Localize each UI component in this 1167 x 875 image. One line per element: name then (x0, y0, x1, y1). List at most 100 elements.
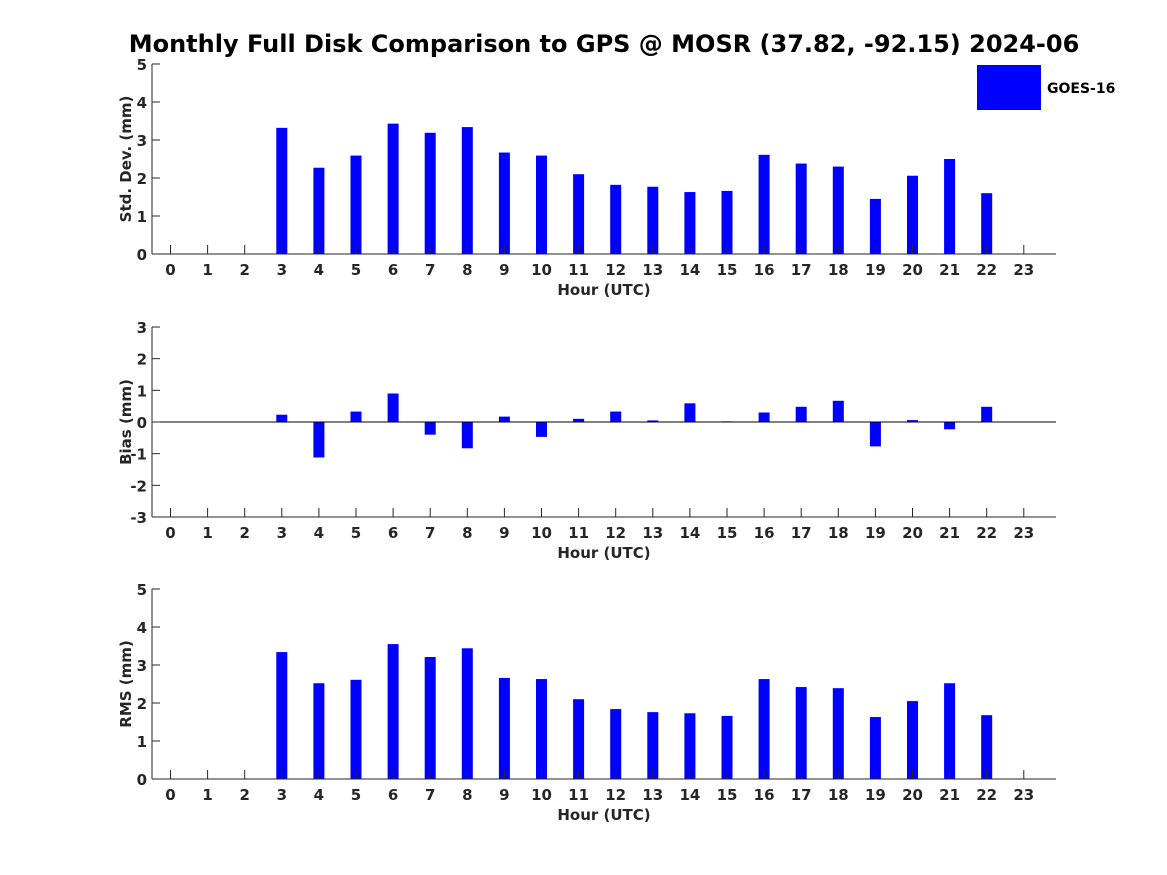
x-axis-label-bias: Hour (UTC) (557, 544, 650, 562)
legend-swatch (977, 65, 1041, 110)
y-tick-label-rms: 5 (137, 581, 147, 599)
x-tick-label-bias: 22 (976, 524, 997, 542)
y-tick-label-bias: -3 (130, 509, 147, 527)
bar-rms-hour-12 (610, 709, 622, 779)
x-tick-label-rms: 11 (568, 786, 589, 804)
y-tick-label-std: 2 (137, 170, 147, 188)
x-tick-label-rms: 8 (462, 786, 472, 804)
x-tick-label-rms: 17 (791, 786, 812, 804)
x-tick-label-std: 19 (865, 261, 886, 279)
x-tick-label-std: 5 (351, 261, 361, 279)
x-tick-label-rms: 2 (239, 786, 249, 804)
x-tick-label-rms: 10 (531, 786, 552, 804)
x-tick-label-std: 17 (791, 261, 812, 279)
x-tick-label-bias: 14 (679, 524, 700, 542)
x-tick-label-bias: 15 (717, 524, 738, 542)
bar-rms-hour-11 (573, 699, 585, 779)
chart-title: Monthly Full Disk Comparison to GPS @ MO… (129, 30, 1080, 58)
bar-bias-hour-14 (684, 403, 696, 422)
bar-bias-hour-20 (907, 420, 918, 422)
x-tick-label-rms: 0 (165, 786, 175, 804)
bar-std-hour-11 (573, 174, 585, 254)
x-tick-label-std: 9 (499, 261, 509, 279)
x-tick-label-bias: 9 (499, 524, 509, 542)
x-tick-label-rms: 20 (902, 786, 923, 804)
bar-bias-hour-7 (424, 422, 436, 435)
bar-std-hour-20 (907, 175, 918, 254)
bar-bias-hour-18 (832, 400, 844, 422)
y-tick-label-std: 5 (137, 56, 147, 74)
bar-bias-hour-9 (498, 416, 510, 422)
bar-std-hour-13 (647, 186, 659, 254)
bar-bias-hour-3 (276, 414, 288, 422)
bar-bias-hour-12 (610, 411, 622, 422)
y-tick-label-rms: 0 (137, 771, 147, 789)
bar-rms-hour-20 (907, 701, 918, 779)
x-tick-label-rms: 9 (499, 786, 509, 804)
x-tick-label-rms: 19 (865, 786, 886, 804)
x-tick-label-bias: 23 (1013, 524, 1034, 542)
y-tick-label-rms: 4 (137, 619, 147, 637)
bar-bias-hour-5 (350, 411, 362, 422)
x-tick-label-bias: 18 (828, 524, 849, 542)
x-tick-label-rms: 16 (754, 786, 775, 804)
x-tick-label-bias: 8 (462, 524, 472, 542)
x-tick-label-bias: 7 (425, 524, 435, 542)
y-tick-label-bias: 0 (137, 414, 147, 432)
bar-bias-hour-16 (758, 412, 770, 422)
x-tick-label-bias: 3 (277, 524, 287, 542)
x-tick-label-std: 8 (462, 261, 472, 279)
x-tick-label-rms: 5 (351, 786, 361, 804)
bar-bias-hour-4 (313, 422, 325, 458)
bar-rms-hour-9 (498, 677, 510, 779)
x-tick-label-std: 20 (902, 261, 923, 279)
y-tick-label-std: 4 (137, 94, 147, 112)
x-tick-label-bias: 10 (531, 524, 552, 542)
x-tick-label-rms: 6 (388, 786, 398, 804)
y-axis-label-std: Std. Dev. (mm) (117, 96, 135, 223)
x-tick-label-rms: 14 (679, 786, 700, 804)
x-tick-label-std: 18 (828, 261, 849, 279)
x-tick-label-rms: 21 (939, 786, 960, 804)
x-tick-label-bias: 16 (754, 524, 775, 542)
bar-std-hour-18 (832, 166, 844, 254)
x-tick-label-rms: 3 (277, 786, 287, 804)
bar-bias-hour-8 (461, 422, 473, 449)
bar-bias-hour-6 (387, 393, 399, 422)
bar-rms-hour-17 (795, 687, 807, 779)
bar-std-hour-12 (610, 184, 622, 254)
y-tick-label-std: 1 (137, 208, 147, 226)
bar-std-hour-5 (350, 155, 362, 254)
bar-bias-hour-19 (869, 422, 881, 447)
x-tick-label-std: 0 (165, 261, 175, 279)
y-axis-label-bias: Bias (mm) (117, 379, 135, 465)
x-tick-label-bias: 1 (202, 524, 212, 542)
x-tick-label-std: 14 (679, 261, 700, 279)
x-tick-label-bias: 4 (314, 524, 324, 542)
x-tick-label-bias: 19 (865, 524, 886, 542)
x-tick-label-std: 12 (605, 261, 626, 279)
bar-rms-hour-10 (536, 679, 547, 779)
x-tick-label-std: 6 (388, 261, 398, 279)
bar-std-hour-22 (981, 193, 993, 254)
x-tick-label-rms: 7 (425, 786, 435, 804)
bar-rms-hour-18 (832, 688, 844, 779)
y-tick-label-rms: 1 (137, 733, 147, 751)
x-tick-label-bias: 5 (351, 524, 361, 542)
y-tick-label-std: 3 (137, 132, 147, 150)
x-tick-label-rms: 12 (605, 786, 626, 804)
x-tick-label-std: 2 (239, 261, 249, 279)
x-tick-label-bias: 6 (388, 524, 398, 542)
x-tick-label-std: 7 (425, 261, 435, 279)
x-tick-label-rms: 4 (314, 786, 324, 804)
bar-rms-hour-16 (758, 679, 770, 779)
x-tick-label-std: 13 (642, 261, 663, 279)
bar-bias-hour-13 (647, 420, 659, 422)
y-tick-label-std: 0 (137, 246, 147, 264)
bar-rms-hour-19 (869, 717, 881, 779)
bar-bias-hour-21 (944, 422, 956, 430)
